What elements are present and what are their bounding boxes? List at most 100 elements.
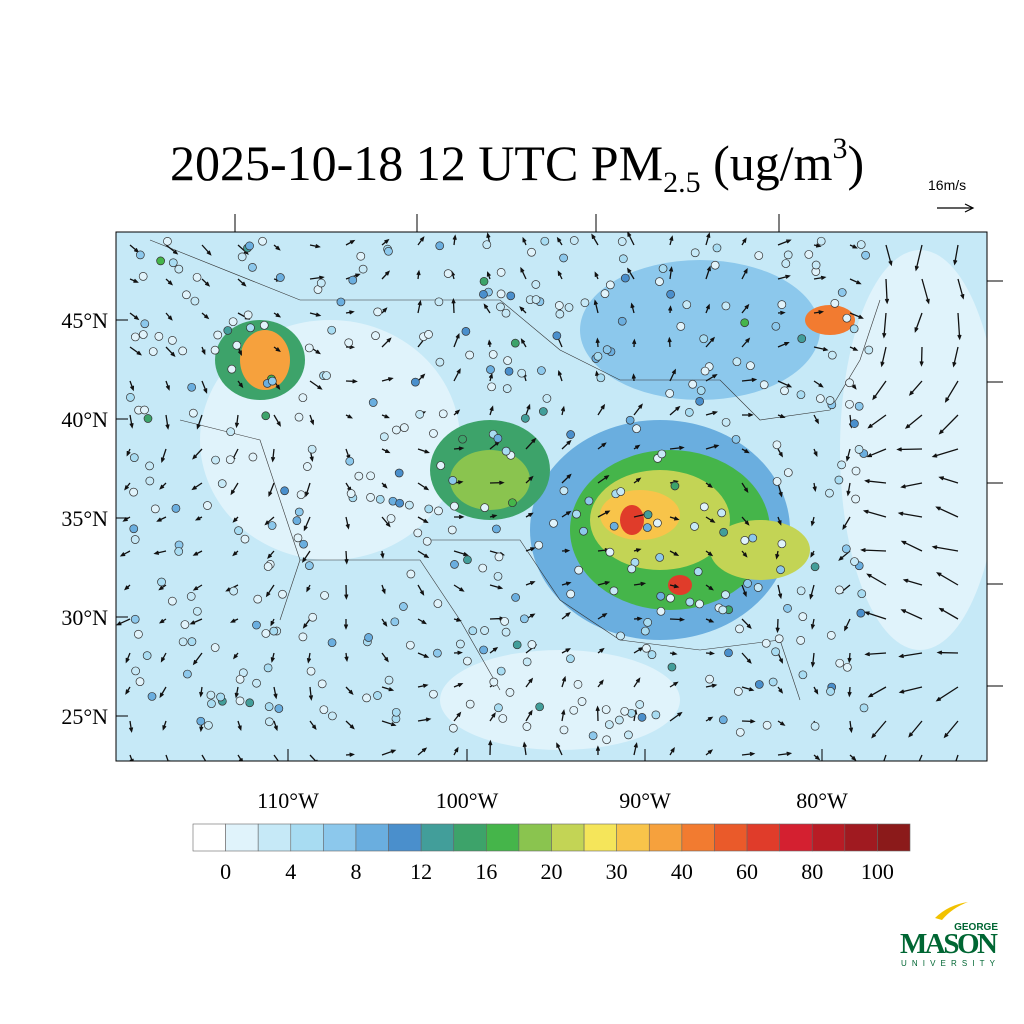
wind-arrow	[453, 446, 465, 451]
wind-arrow	[308, 686, 314, 701]
station	[399, 602, 408, 611]
station	[354, 471, 364, 481]
wind-arrow	[775, 550, 780, 560]
wind-arrow	[705, 749, 714, 756]
wind-arrow	[489, 712, 496, 722]
colorbar-box	[355, 823, 389, 852]
wind-arrow	[381, 307, 388, 314]
station	[429, 429, 438, 438]
wind-arrow	[705, 550, 714, 557]
wind-arrow	[453, 711, 462, 722]
wind-arrow	[309, 414, 315, 426]
colorbar-box	[648, 823, 683, 852]
station	[601, 705, 611, 714]
station	[810, 721, 820, 731]
wind-arrow	[453, 368, 461, 382]
station	[362, 693, 371, 703]
station	[269, 626, 279, 636]
wind-arrow	[668, 305, 673, 314]
station	[699, 502, 709, 512]
wind-arrow	[595, 705, 600, 722]
station	[204, 720, 213, 730]
station	[857, 589, 867, 599]
station	[856, 240, 866, 249]
station	[413, 528, 423, 538]
wind-arrow	[556, 236, 563, 246]
wind-arrow	[847, 686, 852, 698]
station	[447, 525, 457, 535]
wind-arrow	[453, 514, 465, 520]
station	[319, 705, 329, 715]
station	[666, 289, 675, 299]
station	[468, 626, 478, 636]
station	[174, 547, 184, 556]
field-region	[710, 520, 810, 580]
station	[148, 347, 158, 356]
station	[596, 373, 606, 383]
station	[774, 634, 784, 644]
station	[461, 327, 471, 336]
colorbar-box	[811, 823, 846, 852]
wind-arrow	[633, 616, 643, 621]
wind-arrow	[270, 618, 275, 627]
station	[243, 310, 253, 320]
wind-arrow	[633, 742, 638, 756]
wind-arrow	[381, 686, 395, 692]
map-frame	[115, 231, 988, 762]
wind-arrow	[453, 746, 459, 756]
wind-arrow	[633, 477, 642, 484]
station	[731, 434, 741, 444]
wind-arrow	[561, 439, 572, 450]
station	[772, 477, 782, 486]
logo-main: MASON	[900, 928, 998, 960]
wind-arrow	[810, 516, 815, 527]
station	[448, 723, 458, 733]
station	[574, 565, 584, 575]
wind-arrow	[741, 482, 749, 494]
station	[203, 501, 212, 510]
station	[640, 626, 650, 636]
station	[637, 713, 647, 722]
wind-arrow	[381, 337, 392, 348]
station	[267, 376, 277, 386]
station	[753, 583, 763, 592]
wind-arrow	[669, 711, 683, 722]
wind-arrow	[669, 516, 680, 521]
colorbar-box	[681, 823, 715, 852]
wind-arrow	[561, 548, 571, 553]
station	[632, 424, 641, 434]
wind-arrow	[668, 266, 674, 280]
station	[424, 330, 433, 339]
wind-arrow	[633, 581, 647, 587]
wind-arrow	[849, 754, 857, 761]
lon-label: 100°W	[436, 788, 499, 813]
wind-arrow	[345, 239, 356, 246]
station	[267, 521, 277, 530]
station	[129, 487, 138, 497]
title-subscript: 2.5	[663, 166, 701, 199]
station	[274, 704, 284, 713]
colorbar-label: 8	[350, 859, 361, 884]
colorbar-box	[714, 823, 748, 852]
wind-arrow	[489, 405, 494, 416]
wind-vectors	[116, 232, 965, 761]
wind-arrow	[900, 482, 923, 489]
lat-label: 45°N	[61, 308, 108, 333]
station	[384, 246, 393, 256]
wind-arrow	[201, 244, 212, 256]
station	[754, 680, 764, 689]
station	[864, 345, 874, 355]
station	[559, 725, 569, 735]
station	[620, 273, 630, 283]
wind-arrow	[309, 380, 323, 390]
wind-arrow	[522, 741, 527, 756]
wind-arrow	[160, 448, 167, 463]
wind-arrow	[265, 584, 275, 598]
wind-arrow	[842, 516, 851, 531]
station	[294, 507, 304, 517]
station	[156, 256, 165, 266]
wind-arrow	[936, 650, 959, 655]
station	[465, 699, 475, 709]
wind-arrow	[561, 611, 571, 620]
wind-arrow	[381, 414, 390, 419]
